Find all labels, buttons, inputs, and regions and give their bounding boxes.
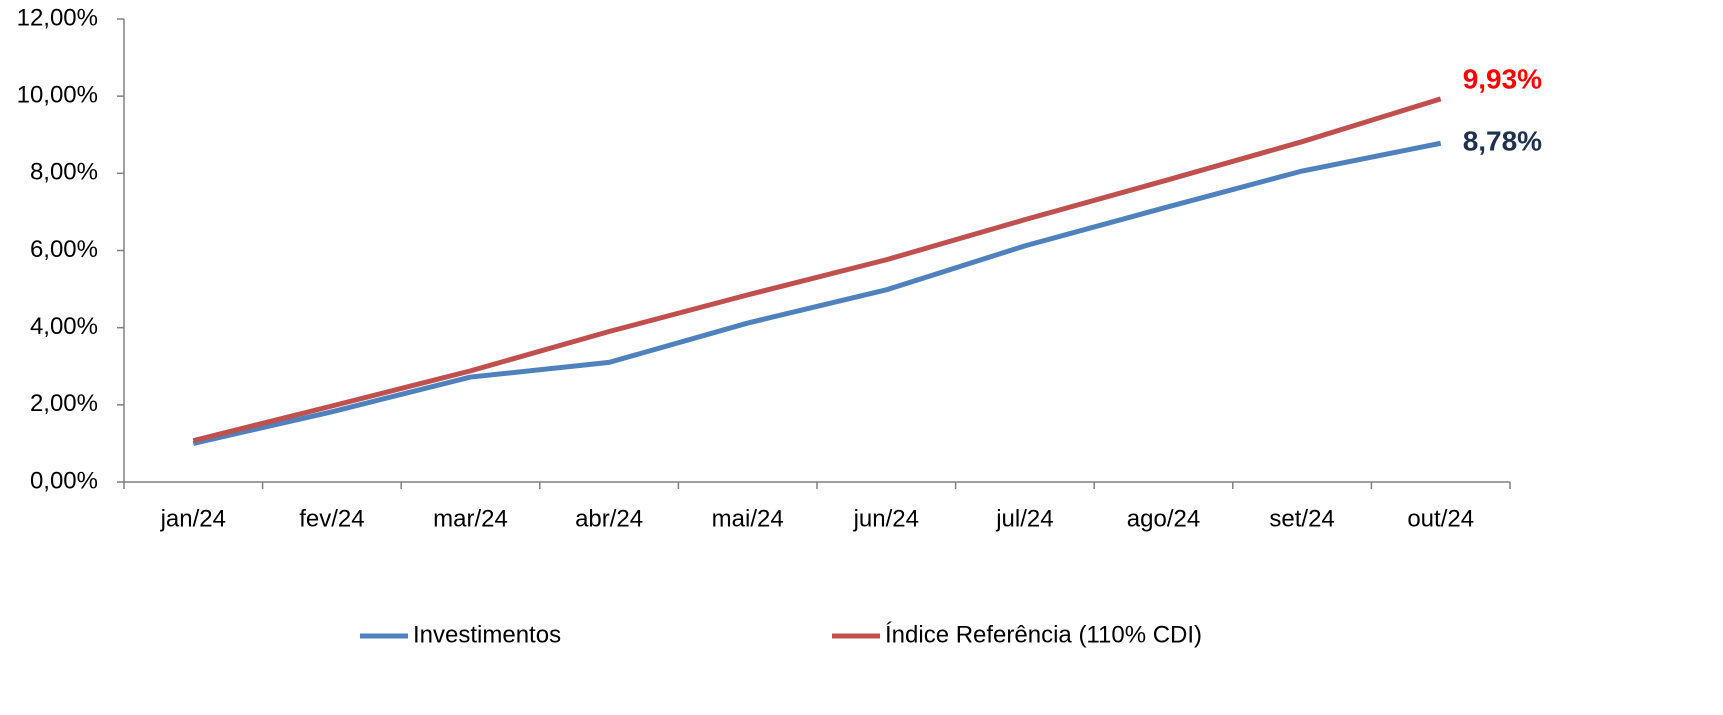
legend-label: Índice Referência (110% CDI) xyxy=(885,621,1202,648)
data-label: 8,78% xyxy=(1463,126,1542,157)
x-tick-label: set/24 xyxy=(1269,505,1334,532)
data-label: 9,93% xyxy=(1463,63,1542,94)
y-tick-label: 2,00% xyxy=(30,390,98,417)
x-tick-label: mar/24 xyxy=(433,505,508,532)
x-tick-label: jan/24 xyxy=(160,505,226,532)
y-tick-label: 8,00% xyxy=(30,159,98,186)
y-tick-label: 4,00% xyxy=(30,313,98,340)
x-tick-label: jun/24 xyxy=(853,505,919,532)
x-tick-label: out/24 xyxy=(1407,505,1474,532)
x-tick-label: abr/24 xyxy=(575,505,643,532)
y-tick-label: 12,00% xyxy=(17,4,98,31)
x-tick-label: jul/24 xyxy=(995,505,1053,532)
series-line xyxy=(192,96,1442,444)
legend-label: Investimentos xyxy=(413,621,561,648)
y-tick-label: 10,00% xyxy=(17,82,98,109)
y-tick-label: 6,00% xyxy=(30,236,98,263)
x-tick-label: ago/24 xyxy=(1127,505,1200,532)
x-tick-label: mai/24 xyxy=(712,505,784,532)
x-tick-label: fev/24 xyxy=(299,505,364,532)
series-line xyxy=(192,140,1442,446)
y-tick-label: 0,00% xyxy=(30,467,98,494)
